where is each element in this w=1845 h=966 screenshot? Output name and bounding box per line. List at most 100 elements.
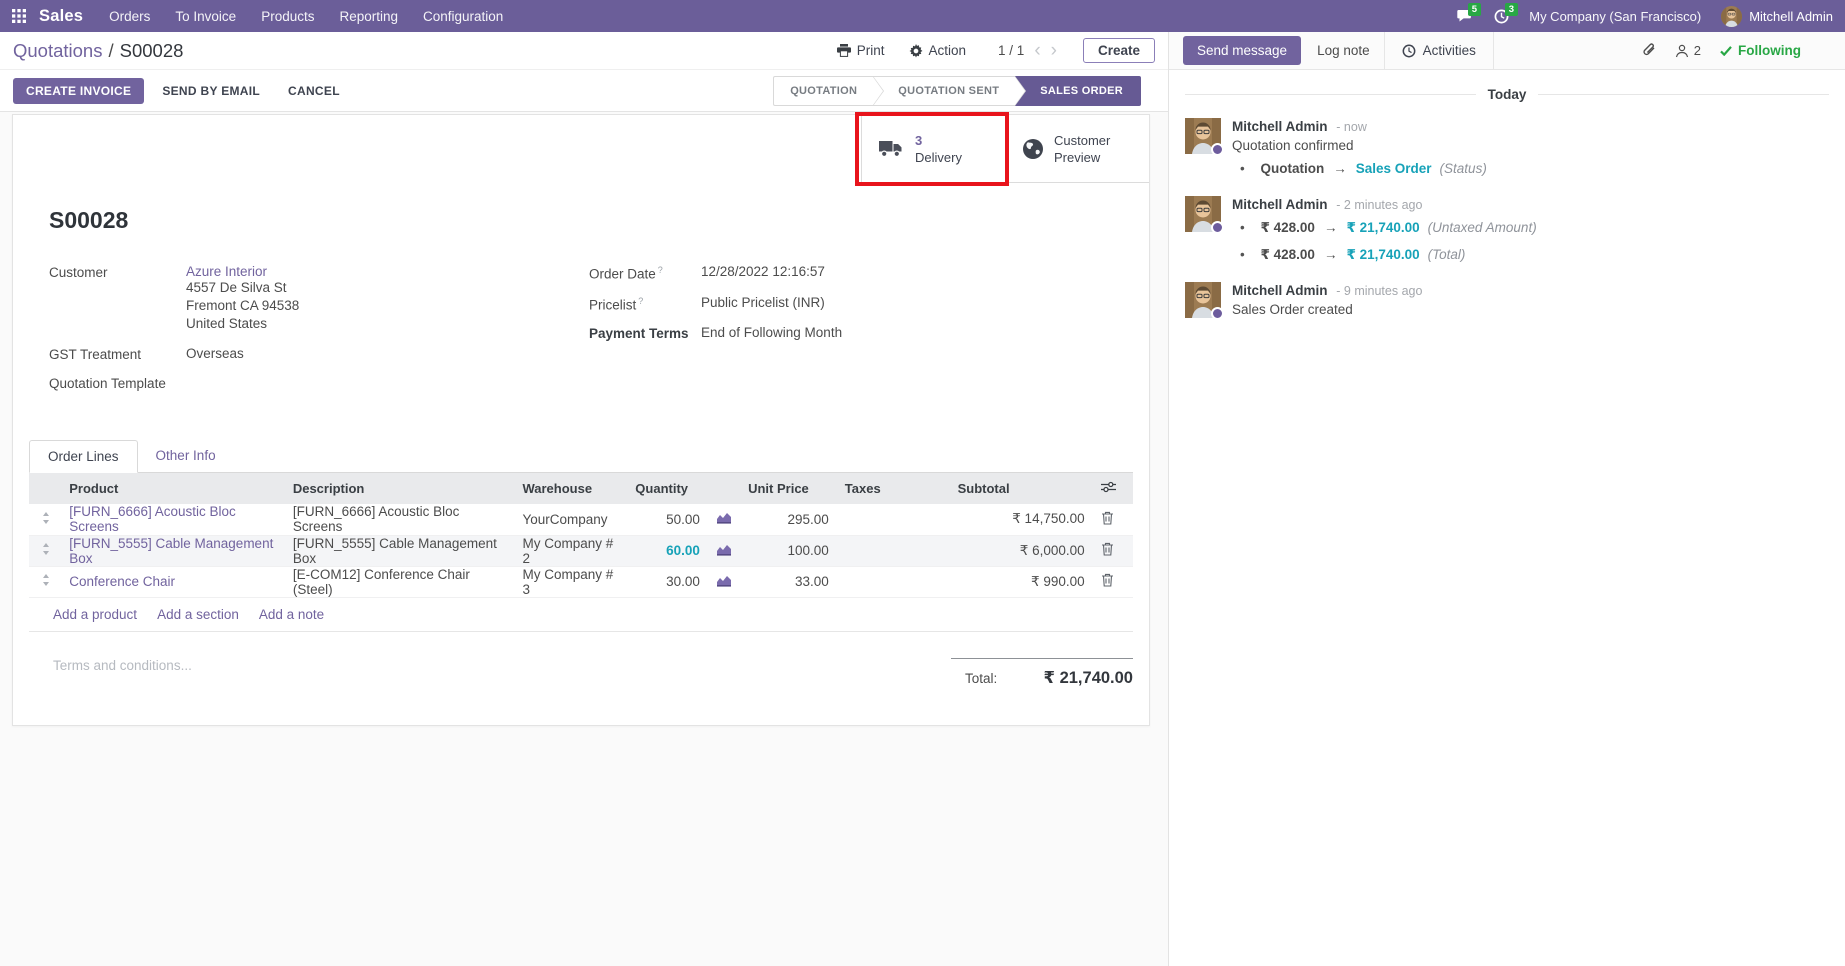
forecast-chart-icon[interactable]	[716, 574, 732, 587]
person-icon	[1675, 44, 1689, 58]
message-author[interactable]: Mitchell Admin	[1232, 283, 1328, 298]
menu-products[interactable]: Products	[261, 8, 315, 24]
chatter-message: Mitchell Admin - now Quotation confirmed…	[1169, 104, 1845, 182]
stage-quotation-sent[interactable]: QUOTATION SENT	[873, 75, 1027, 106]
chatter-toolbar: Send message Log note Activities 2	[1169, 32, 1845, 70]
unit-price-cell[interactable]: 33.00	[740, 566, 837, 598]
product-cell[interactable]: [FURN_6666] Acoustic Bloc Screens	[61, 504, 285, 536]
delete-row-icon[interactable]	[1101, 542, 1114, 556]
add-note-link[interactable]: Add a note	[258, 606, 325, 622]
field-quotation-template: Quotation Template	[49, 376, 166, 391]
followers-button[interactable]: 2	[1675, 43, 1701, 58]
cancel-button[interactable]: CANCEL	[278, 78, 350, 104]
delete-row-icon[interactable]	[1101, 511, 1114, 525]
print-button[interactable]: Print	[836, 43, 885, 58]
tab-order-lines[interactable]: Order Lines	[29, 440, 138, 473]
optional-columns-icon[interactable]	[1100, 481, 1116, 493]
help-icon: ?	[657, 265, 663, 275]
delete-row-icon[interactable]	[1101, 573, 1114, 587]
attach-files-button[interactable]	[1642, 42, 1656, 59]
user-menu[interactable]: Mitchell Admin	[1721, 5, 1833, 27]
messages-badge: 5	[1468, 2, 1481, 16]
subtotal-cell: ₹ 990.00	[949, 566, 1093, 598]
add-section-link[interactable]: Add a section	[157, 606, 239, 622]
gst-value[interactable]: Overseas	[186, 346, 244, 361]
quantity-cell[interactable]: 50.00	[627, 504, 708, 536]
warehouse-cell[interactable]: My Company # 3	[514, 566, 628, 598]
breadcrumb-quotations[interactable]: Quotations	[13, 39, 103, 61]
product-cell[interactable]: [FURN_5555] Cable Management Box	[61, 535, 285, 567]
following-button[interactable]: Following	[1720, 43, 1801, 58]
clock-icon	[1402, 44, 1416, 58]
drag-handle-icon[interactable]	[42, 511, 50, 524]
truck-icon	[878, 139, 905, 158]
message-author[interactable]: Mitchell Admin	[1232, 197, 1328, 212]
table-header-row: Product Description Warehouse Quantity U…	[29, 473, 1133, 504]
date-divider: Today	[1185, 87, 1830, 102]
message-author[interactable]: Mitchell Admin	[1232, 119, 1328, 134]
pager-previous[interactable]: ‹	[1034, 39, 1041, 61]
activities-clock-icon[interactable]: 3	[1494, 2, 1518, 24]
taxes-cell[interactable]	[836, 566, 950, 598]
col-quantity: Quantity	[627, 473, 708, 504]
description-cell[interactable]: [FURN_5555] Cable Management Box	[284, 535, 515, 567]
menu-to-invoice[interactable]: To Invoice	[175, 8, 237, 24]
total-label: Total:	[965, 670, 998, 686]
taxes-cell[interactable]	[836, 535, 950, 567]
breadcrumb: Quotations / S00028	[13, 40, 183, 62]
taxes-cell[interactable]	[836, 504, 950, 536]
unit-price-cell[interactable]: 100.00	[740, 535, 837, 567]
send-by-email-button[interactable]: SEND BY EMAIL	[152, 78, 270, 104]
tab-other-info[interactable]: Other Info	[155, 448, 216, 463]
quantity-cell[interactable]: 30.00	[627, 566, 708, 598]
stage-quotation[interactable]: QUOTATION	[773, 75, 885, 106]
arrow-right-icon: →	[1323, 247, 1338, 262]
menu-reporting[interactable]: Reporting	[339, 8, 399, 24]
form-panel: Quotations / S00028 Print Action 1 / 1 ‹ ›…	[0, 32, 1168, 966]
message-body: Sales Order created	[1232, 302, 1353, 317]
terms-placeholder[interactable]: Terms and conditions...	[53, 657, 192, 673]
forecast-chart-icon[interactable]	[716, 511, 732, 524]
description-cell[interactable]: [E-COM12] Conference Chair (Steel)	[284, 566, 515, 598]
order-date-value[interactable]: 12/28/2022 12:16:57	[701, 264, 825, 279]
notebook-tabs: Order Lines Other Info	[29, 440, 1133, 473]
warehouse-cell[interactable]: YourCompany	[514, 504, 628, 536]
create-button[interactable]: Create	[1082, 38, 1155, 63]
action-button[interactable]: Action	[909, 43, 966, 58]
customer-address: 4557 De Silva St Fremont CA 94538 United…	[186, 280, 300, 331]
online-status-dot	[1211, 143, 1224, 156]
description-cell[interactable]: [FURN_6666] Acoustic Bloc Screens	[284, 504, 515, 536]
drag-handle-icon[interactable]	[42, 574, 50, 586]
app-name[interactable]: Sales	[39, 6, 84, 25]
help-icon: ?	[638, 295, 644, 306]
company-switcher[interactable]: My Company (San Francisco)	[1529, 8, 1702, 24]
avatar	[1185, 118, 1221, 154]
payment-terms-value[interactable]: End of Following Month	[701, 325, 843, 340]
menu-configuration[interactable]: Configuration	[423, 8, 504, 24]
user-avatar	[1721, 5, 1743, 27]
log-note-button[interactable]: Log note	[1317, 43, 1370, 58]
gear-icon	[909, 43, 923, 58]
customer-preview-button[interactable]: Customer Preview	[1005, 115, 1149, 183]
add-product-link[interactable]: Add a product	[53, 606, 138, 622]
warehouse-cell[interactable]: My Company # 2	[514, 535, 628, 567]
apps-grid-icon[interactable]	[12, 9, 26, 23]
col-product: Product	[61, 473, 285, 504]
pager-next[interactable]: ›	[1050, 39, 1057, 61]
menu-orders[interactable]: Orders	[109, 8, 151, 24]
control-panel: Quotations / S00028 Print Action 1 / 1 ‹ ›…	[0, 32, 1168, 70]
unit-price-cell[interactable]: 295.00	[740, 504, 837, 536]
schedule-activity-button[interactable]: Activities	[1383, 32, 1494, 69]
pager-value: 1 / 1	[998, 43, 1025, 58]
product-cell[interactable]: Conference Chair	[61, 566, 285, 598]
drag-handle-icon[interactable]	[42, 543, 50, 555]
send-message-button[interactable]: Send message	[1183, 36, 1302, 65]
pricelist-value[interactable]: Public Pricelist (INR)	[701, 294, 825, 310]
messages-icon[interactable]: 5	[1457, 2, 1481, 24]
stage-sales-order[interactable]: SALES ORDER	[1015, 75, 1141, 106]
create-invoice-button[interactable]: CREATE INVOICE	[13, 77, 145, 104]
delivery-smart-button[interactable]: 3 Delivery	[855, 112, 1009, 186]
quantity-cell[interactable]: 60.00	[627, 535, 708, 567]
forecast-chart-icon[interactable]	[716, 543, 732, 556]
customer-link[interactable]: Azure Interior	[186, 264, 268, 279]
